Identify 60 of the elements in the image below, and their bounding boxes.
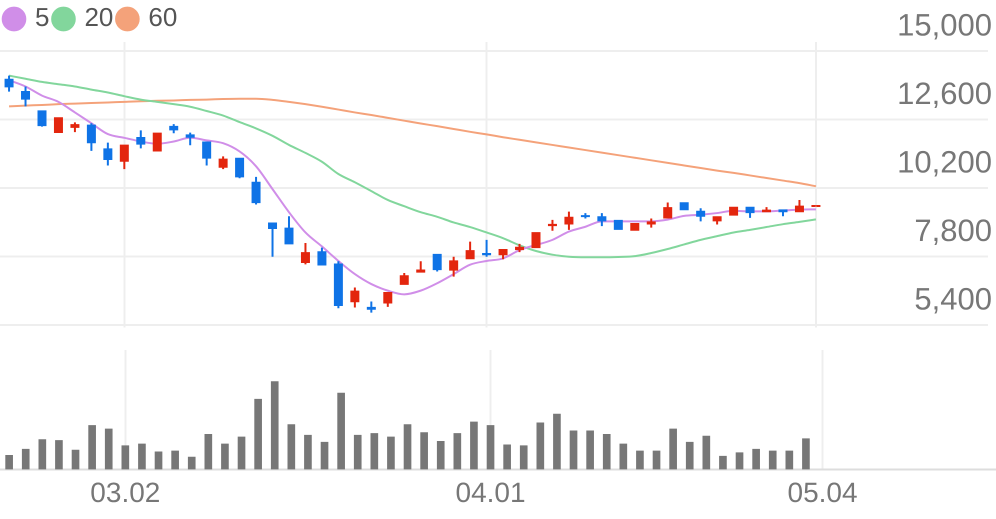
bar [320, 442, 328, 470]
bar [620, 444, 628, 470]
bar [570, 430, 578, 470]
bar [536, 422, 544, 470]
x-tick-label: 05.04 [787, 476, 858, 508]
bar [736, 452, 744, 470]
y-tick-label: 7,800 [914, 212, 992, 248]
bar [586, 430, 594, 470]
bar [370, 433, 378, 470]
bar [288, 424, 296, 470]
bar [669, 428, 677, 470]
bar [768, 450, 777, 470]
bar [154, 452, 162, 470]
bar [786, 450, 794, 470]
bar [270, 381, 279, 470]
bar [221, 444, 229, 470]
bar [254, 398, 262, 470]
bar [802, 438, 810, 470]
bar [238, 436, 246, 470]
y-tick-label: 5,400 [914, 281, 992, 316]
bar [454, 433, 462, 470]
bar [204, 434, 212, 470]
bar [470, 422, 478, 470]
bar [188, 456, 196, 470]
legend-label: 20 [84, 2, 114, 32]
bar [602, 434, 611, 470]
bar [652, 450, 660, 470]
x-tick-label: 04.01 [455, 476, 526, 508]
bar [55, 440, 63, 470]
bar [138, 444, 146, 470]
bar [503, 444, 511, 470]
bar [686, 442, 694, 470]
bar [436, 440, 445, 470]
bar [752, 448, 760, 470]
y-tick-label: 12,600 [897, 76, 992, 112]
bar [337, 392, 345, 470]
bar [636, 450, 644, 470]
y-tick-label: 10,200 [897, 144, 992, 180]
bar [420, 432, 428, 470]
bar [387, 436, 395, 470]
bar [72, 450, 80, 470]
legend-label: 60 [148, 2, 178, 32]
bar [702, 436, 710, 470]
bar [354, 434, 362, 470]
bar [304, 434, 312, 470]
bar [553, 414, 561, 470]
bar [122, 445, 130, 470]
y-tick-label: 15,000 [897, 8, 992, 43]
bar [88, 425, 96, 470]
bar [486, 425, 494, 470]
x-tick-label: 03.02 [90, 476, 160, 508]
bar [38, 439, 46, 470]
bar [719, 456, 727, 470]
bar [104, 428, 113, 470]
legend-label: 5 [35, 2, 50, 32]
bar [5, 455, 13, 470]
bar [404, 424, 412, 470]
bar [171, 450, 179, 470]
bar [520, 445, 528, 470]
bar [22, 448, 30, 470]
